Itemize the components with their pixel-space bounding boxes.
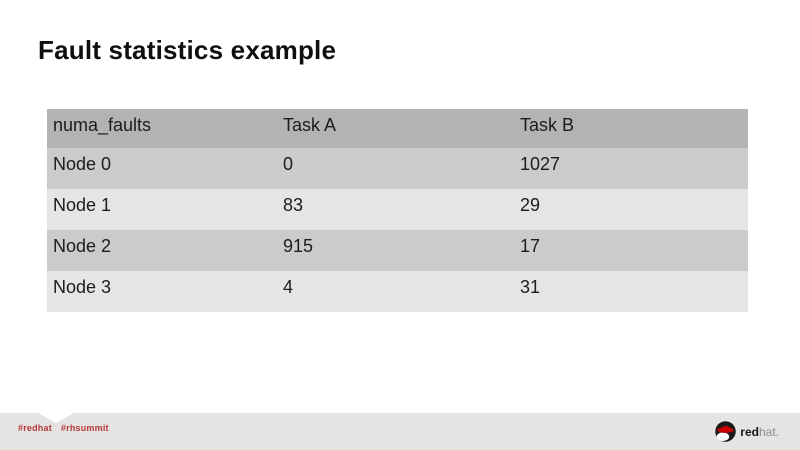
table-row-node-1: Node 1 83 29 xyxy=(47,189,748,230)
footer-notch xyxy=(38,413,74,423)
slide-title: Fault statistics example xyxy=(38,35,337,65)
cell-node-label: Node 0 xyxy=(53,154,112,174)
cell-task-a-value: 0 xyxy=(283,154,294,174)
cell-task-a-value: 915 xyxy=(283,236,314,256)
cell-task-b-value: 1027 xyxy=(520,154,561,174)
header-cell-task-b: Task B xyxy=(520,115,575,135)
footer-bar: #redhat #rhsummit redhat. xyxy=(0,413,800,450)
cell-task-b-value: 31 xyxy=(520,277,541,297)
logo-word-hat: hat. xyxy=(758,424,779,439)
table-row-node-2: Node 2 915 17 xyxy=(47,230,748,271)
logo-word-red: red xyxy=(740,424,759,439)
table-row-node-3: Node 3 4 31 xyxy=(47,271,748,312)
header-cell-numa-faults: numa_faults xyxy=(53,115,152,135)
cell-node-label: Node 2 xyxy=(53,236,112,256)
table-row-node-0: Node 0 0 1027 xyxy=(47,148,748,189)
cell-node-label: Node 1 xyxy=(53,195,112,215)
hashtag-rhsummit: #rhsummit xyxy=(60,423,109,433)
cell-task-b-value: 17 xyxy=(520,236,541,256)
cell-task-a-value: 83 xyxy=(283,195,304,215)
hashtag-redhat: #redhat xyxy=(18,423,52,433)
numa-faults-table: numa_faults Task A Task B Node 0 0 1027 … xyxy=(47,109,748,312)
cell-node-label: Node 3 xyxy=(53,277,112,297)
cell-task-b-value: 29 xyxy=(520,195,541,215)
redhat-hat-icon xyxy=(715,421,737,442)
header-cell-task-a: Task A xyxy=(283,115,337,135)
redhat-logo-text: redhat. xyxy=(740,425,779,439)
table-header-row: numa_faults Task A Task B xyxy=(47,109,748,148)
redhat-logo: redhat. xyxy=(715,420,779,443)
cell-task-a-value: 4 xyxy=(283,277,294,297)
footer-hashtags: #redhat #rhsummit xyxy=(18,423,118,433)
